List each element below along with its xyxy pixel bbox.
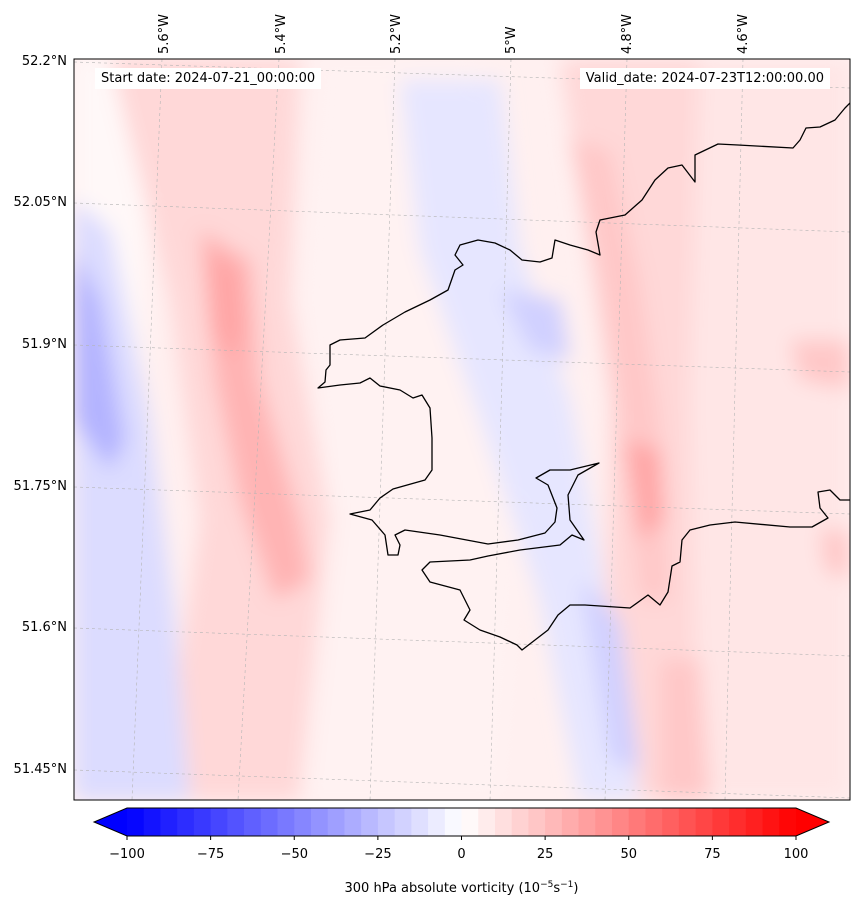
valid-date-label: Valid_date: 2024-07-23T12:00:00.00 [579, 68, 830, 89]
lon-label-5.2w: 5.2°W [389, 14, 404, 54]
colorbar-cell [779, 808, 797, 836]
colorbar-cell [127, 808, 145, 836]
lat-label-51.6n: 51.6°N [22, 620, 67, 635]
start-date-label: Start date: 2024-07-21_00:00:00 [95, 68, 322, 89]
colorbar-cell [227, 808, 245, 836]
colorbar-cell [327, 808, 345, 836]
cb-tick-label: 25 [537, 847, 554, 862]
cb-tick-label: −100 [109, 847, 145, 862]
colorbar-cell [193, 808, 212, 836]
cb-tick-label: 50 [621, 847, 638, 862]
colorbar-cell [612, 808, 630, 836]
cb-tick-label: 100 [784, 847, 809, 862]
colorbar-cell [645, 808, 663, 836]
colorbar-cell [411, 808, 429, 836]
colorbar-cells [127, 808, 797, 836]
colorbar-cell [344, 808, 362, 836]
colorbar-cell [361, 808, 379, 836]
colorbar-cell [377, 808, 396, 836]
lon-label-5w: 5°W [504, 26, 519, 54]
colorbar-cell [528, 808, 546, 836]
map-frame [73, 58, 851, 801]
colorbar-cell [678, 808, 697, 836]
colorbar-cell [478, 808, 496, 836]
colorbar-cell [294, 808, 312, 836]
colorbar-extend-high [796, 808, 829, 836]
cb-tick-label: 75 [704, 847, 721, 862]
longitude-labels: 5.6°W 5.4°W 5.2°W 5°W 4.8°W 4.6°W [157, 14, 751, 54]
colorbar-cell [461, 808, 479, 836]
lat-label-52.05n: 52.05°N [14, 195, 67, 210]
coastline [317, 102, 850, 651]
latitude-labels: 52.2°N 52.05°N 51.9°N 51.75°N 51.6°N 51.… [14, 54, 67, 777]
colorbar-cell [578, 808, 596, 836]
colorbar-cell [244, 808, 262, 836]
colorbar-cell [160, 808, 178, 836]
colorbar-cell [729, 808, 747, 836]
colorbar-cell [394, 808, 412, 836]
colorbar-cell [177, 808, 195, 836]
colorbar-label: 300 hPa absolute vorticity (10−5s−1) [345, 880, 579, 896]
lon-label-4.8w: 4.8°W [620, 14, 635, 54]
vorticity-field [74, 59, 850, 800]
colorbar-cell [260, 808, 278, 836]
colorbar-cell [444, 808, 462, 836]
colorbar-cell [662, 808, 680, 836]
colorbar-cell [561, 808, 579, 836]
colorbar-cell [511, 808, 529, 836]
colorbar-cell [143, 808, 161, 836]
colorbar-cell [428, 808, 446, 836]
cb-tick-label: −50 [281, 847, 308, 862]
colorbar-cell [494, 808, 513, 836]
colorbar-cell [762, 808, 780, 836]
lat-label-51.45n: 51.45°N [14, 762, 67, 777]
colorbar-cell [745, 808, 763, 836]
colorbar-cell [628, 808, 646, 836]
graticule [74, 59, 850, 800]
lon-label-5.6w: 5.6°W [157, 14, 172, 54]
colorbar-tick-marks [126, 836, 797, 840]
lat-label-51.9n: 51.9°N [22, 337, 67, 352]
colorbar-cell [277, 808, 295, 836]
cb-tick-label: 0 [457, 847, 465, 862]
colorbar-cell [695, 808, 713, 836]
colorbar-cell [595, 808, 613, 836]
colorbar-tick-labels: −100 −75 −50 −25 0 25 50 75 100 [109, 847, 808, 862]
map-panel: 5.6°W 5.4°W 5.2°W 5°W 4.8°W 4.6°W 52.2°N… [14, 14, 851, 801]
colorbar-extend-low [94, 808, 127, 836]
colorbar-cell [310, 808, 329, 836]
lat-label-51.75n: 51.75°N [14, 479, 67, 494]
colorbar-cell [712, 808, 730, 836]
cb-tick-label: −75 [197, 847, 224, 862]
lon-label-4.6w: 4.6°W [736, 14, 751, 54]
lon-label-5.4w: 5.4°W [274, 14, 289, 54]
lat-label-52.2n: 52.2°N [22, 54, 67, 69]
colorbar-cell [210, 808, 228, 836]
colorbar-cell [545, 808, 563, 836]
colorbar: −100 −75 −50 −25 0 25 50 75 100 300 hPa … [92, 807, 831, 896]
cb-tick-label: −25 [364, 847, 391, 862]
